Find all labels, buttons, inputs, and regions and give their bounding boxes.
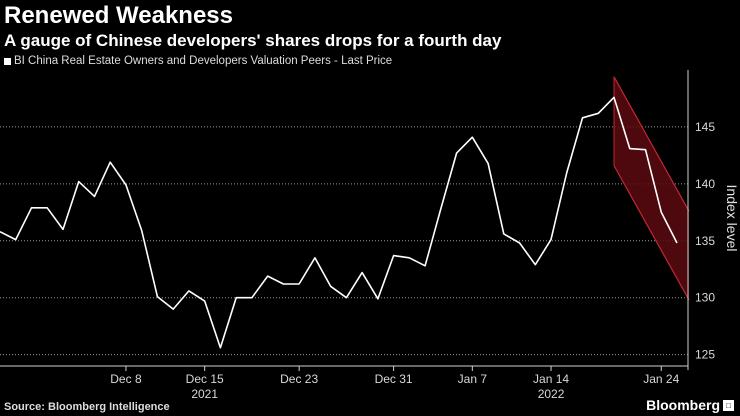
y-tick-label: 140 xyxy=(695,177,715,191)
x-tick-label: Dec 31 xyxy=(375,372,413,386)
x-year-label: 2022 xyxy=(538,387,565,401)
legend: BI China Real Estate Owners and Develope… xyxy=(4,55,392,67)
series-lines xyxy=(0,96,678,349)
channel-upper-line xyxy=(613,76,690,212)
y-axis-title: Index level xyxy=(724,185,740,252)
x-axis: Dec 8 Dec 15 Dec 23 Dec 31 Jan 7 Jan 14 Jan 24… xyxy=(0,365,688,401)
y-tick-label: 125 xyxy=(695,348,715,362)
series-line xyxy=(0,96,678,349)
chart-gridlines xyxy=(0,126,688,356)
chart-title: Renewed Weakness xyxy=(4,2,233,29)
x-tick-label: Jan 7 xyxy=(458,372,488,386)
y-tick-label: 130 xyxy=(695,291,715,305)
x-tick-label: Dec 15 xyxy=(186,372,224,386)
channel-lower-line xyxy=(613,165,690,301)
y-axis: 125 130 135 140 145 xyxy=(687,70,715,370)
legend-swatch xyxy=(4,57,11,65)
brand-name: Bloomberg xyxy=(646,397,720,413)
x-year-label: 2021 xyxy=(191,387,218,401)
x-tick-label: Jan 24 xyxy=(643,372,679,386)
y-tick-label: 145 xyxy=(695,120,715,134)
source-note: Source: Bloomberg Intelligence xyxy=(4,401,170,413)
brand-logo: Bloomberg □ xyxy=(646,397,734,413)
x-tick-label: Jan 14 xyxy=(533,372,569,386)
x-tick-label: Dec 23 xyxy=(280,372,318,386)
x-tick-label: Dec 8 xyxy=(110,372,142,386)
y-tick-label: 135 xyxy=(695,234,715,248)
chart-subtitle: A gauge of Chinese developers' shares dr… xyxy=(4,31,502,50)
legend-label: BI China Real Estate Owners and Develope… xyxy=(14,55,393,67)
bloomberg-badge-icon: □ xyxy=(723,399,734,411)
trend-channel xyxy=(613,76,690,301)
channel-fill xyxy=(614,76,689,300)
